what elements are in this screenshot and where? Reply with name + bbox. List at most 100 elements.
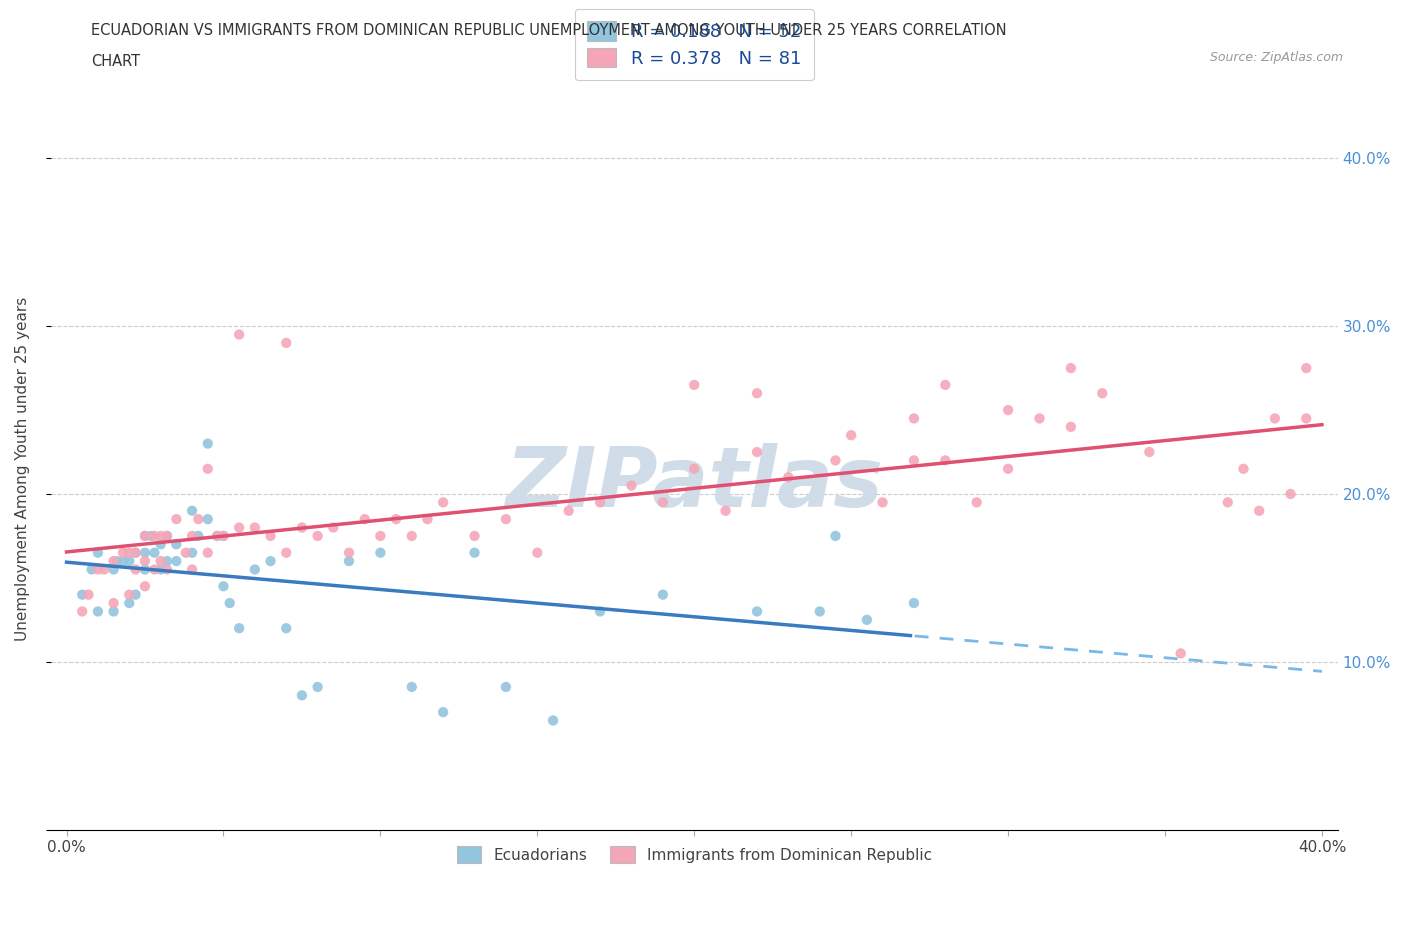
Point	[1028, 411, 1050, 426]
Point	[1295, 361, 1317, 376]
Point	[124, 587, 146, 602]
Point	[149, 553, 172, 568]
Point	[187, 512, 209, 526]
Text: Source: ZipAtlas.com: Source: ZipAtlas.com	[1209, 51, 1343, 64]
Point	[205, 528, 228, 543]
Point	[432, 495, 454, 510]
Point	[134, 562, 156, 577]
Point	[432, 705, 454, 720]
Point	[134, 528, 156, 543]
Point	[124, 545, 146, 560]
Point	[903, 595, 925, 610]
Point	[149, 528, 172, 543]
Point	[276, 545, 298, 560]
Point	[93, 562, 115, 577]
Point	[464, 545, 486, 560]
Point	[70, 604, 93, 618]
Point	[1216, 495, 1239, 510]
Point	[149, 537, 172, 551]
Point	[464, 528, 486, 543]
Point	[118, 553, 141, 568]
Point	[745, 445, 768, 459]
Point	[934, 453, 956, 468]
Point	[243, 562, 266, 577]
Point	[1137, 445, 1160, 459]
Point	[187, 528, 209, 543]
Point	[651, 495, 673, 510]
Point	[307, 680, 329, 695]
Point	[416, 512, 439, 526]
Point	[745, 386, 768, 401]
Point	[118, 595, 141, 610]
Point	[149, 562, 172, 577]
Point	[385, 512, 408, 526]
Point	[87, 545, 110, 560]
Point	[526, 545, 548, 560]
Point	[111, 545, 134, 560]
Point	[143, 545, 166, 560]
Point	[903, 411, 925, 426]
Point	[141, 528, 163, 543]
Point	[228, 327, 250, 342]
Point	[181, 562, 204, 577]
Point	[370, 528, 392, 543]
Point	[205, 528, 228, 543]
Point	[997, 461, 1019, 476]
Point	[165, 537, 187, 551]
Point	[683, 461, 706, 476]
Point	[872, 495, 894, 510]
Point	[181, 528, 204, 543]
Point	[259, 553, 281, 568]
Point	[683, 378, 706, 392]
Point	[156, 562, 179, 577]
Point	[103, 604, 125, 618]
Point	[124, 545, 146, 560]
Point	[156, 528, 179, 543]
Point	[307, 528, 329, 543]
Point	[1279, 486, 1302, 501]
Point	[1264, 411, 1286, 426]
Point	[997, 403, 1019, 418]
Point	[118, 587, 141, 602]
Point	[165, 553, 187, 568]
Point	[589, 604, 612, 618]
Point	[197, 545, 219, 560]
Point	[856, 612, 879, 627]
Point	[276, 336, 298, 351]
Point	[824, 453, 846, 468]
Point	[212, 578, 235, 593]
Point	[651, 587, 673, 602]
Point	[103, 595, 125, 610]
Point	[212, 528, 235, 543]
Text: ECUADORIAN VS IMMIGRANTS FROM DOMINICAN REPUBLIC UNEMPLOYMENT AMONG YOUTH UNDER : ECUADORIAN VS IMMIGRANTS FROM DOMINICAN …	[91, 23, 1007, 38]
Point	[156, 528, 179, 543]
Point	[401, 528, 423, 543]
Point	[557, 503, 579, 518]
Point	[322, 520, 344, 535]
Point	[276, 621, 298, 636]
Point	[228, 621, 250, 636]
Legend: Ecuadorians, Immigrants from Dominican Republic: Ecuadorians, Immigrants from Dominican R…	[450, 840, 938, 869]
Point	[77, 587, 100, 602]
Point	[111, 553, 134, 568]
Point	[181, 545, 204, 560]
Point	[70, 587, 93, 602]
Point	[259, 528, 281, 543]
Point	[1060, 361, 1083, 376]
Point	[118, 545, 141, 560]
Point	[495, 512, 517, 526]
Point	[934, 378, 956, 392]
Point	[197, 512, 219, 526]
Point	[243, 520, 266, 535]
Point	[105, 553, 128, 568]
Point	[291, 688, 314, 703]
Point	[87, 562, 110, 577]
Point	[212, 528, 235, 543]
Point	[291, 520, 314, 535]
Point	[134, 578, 156, 593]
Point	[165, 512, 187, 526]
Point	[103, 553, 125, 568]
Point	[353, 512, 375, 526]
Point	[824, 528, 846, 543]
Point	[143, 562, 166, 577]
